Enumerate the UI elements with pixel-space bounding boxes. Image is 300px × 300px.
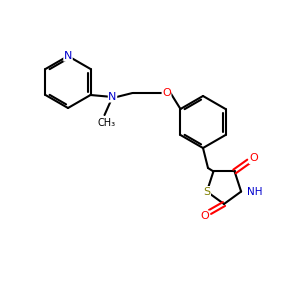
Text: S: S <box>203 187 210 196</box>
Text: N: N <box>108 92 117 102</box>
Text: O: O <box>249 153 258 164</box>
Text: CH₃: CH₃ <box>98 118 116 128</box>
Text: O: O <box>162 88 171 98</box>
Text: N: N <box>64 51 72 61</box>
Text: NH: NH <box>247 187 262 196</box>
Text: O: O <box>201 211 209 221</box>
